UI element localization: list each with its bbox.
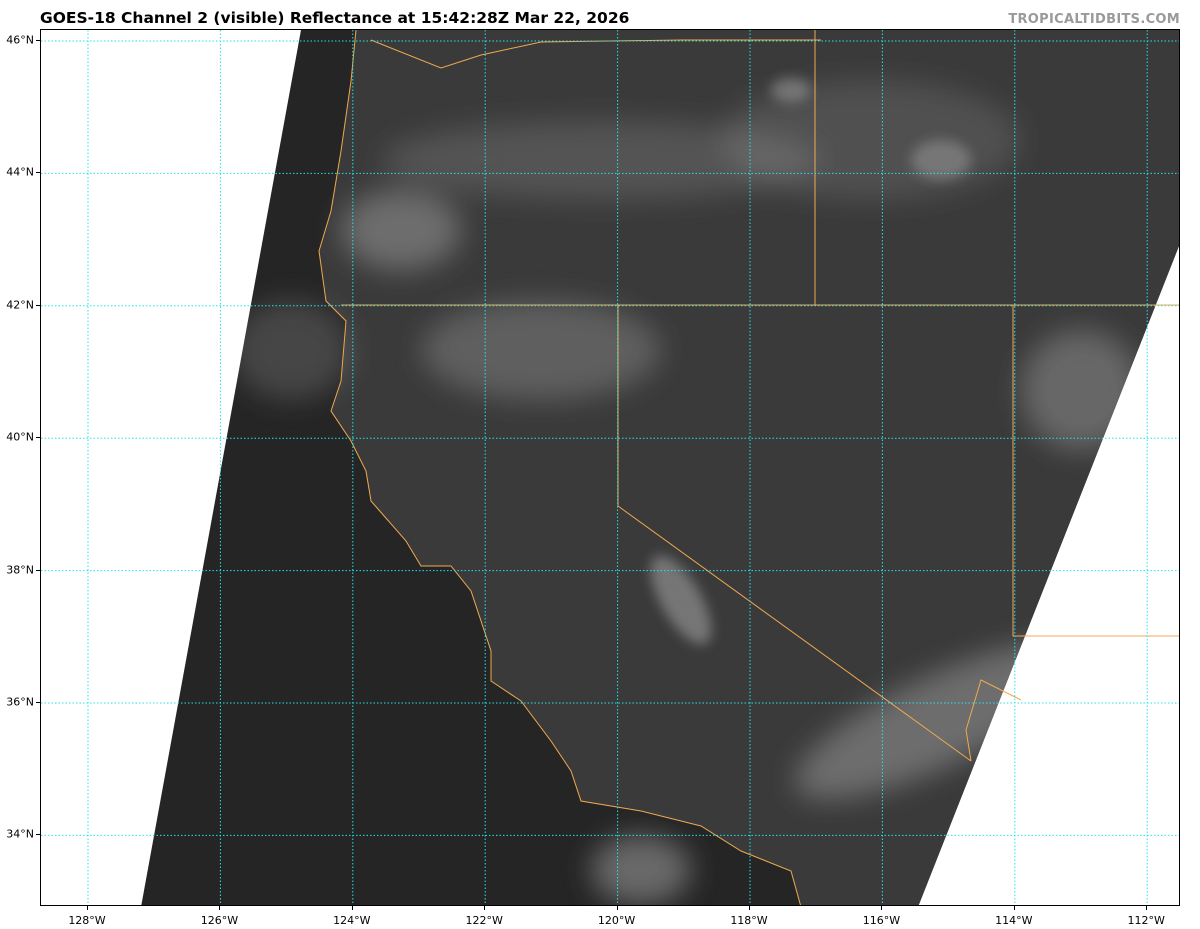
longitude-label: 118°W [730,914,768,927]
latitude-tick [36,437,40,439]
satellite-imagery [41,30,1179,905]
latitude-label: 34°N [6,827,34,841]
latitude-tick [36,172,40,174]
longitude-label: 128°W [68,914,106,927]
colorado-river [965,679,1022,762]
longitude-tick [219,906,221,910]
latitude-label: 44°N [6,165,34,179]
pacific-coastline [318,30,801,905]
graticule [41,30,1179,905]
latitude-label: 36°N [6,695,34,709]
longitude-tick [1013,906,1015,910]
longitude-label: 120°W [597,914,636,927]
latitude-tick [36,834,40,836]
longitude-label: 122°W [465,914,503,927]
longitude-tick [484,906,486,910]
columbia-river [370,39,821,69]
longitude-label: 126°W [200,914,239,927]
state-border-nv-ut [1012,305,1179,637]
latitude-tick [36,40,40,41]
longitude-tick [881,906,883,910]
longitude-label: 124°W [333,914,371,927]
longitude-label: 112°W [1127,914,1165,927]
latitude-tick [36,569,40,571]
longitude-tick [1146,906,1148,910]
longitude-tick [616,906,618,910]
longitude-label: 114°W [995,914,1033,927]
latitude-label: 40°N [6,430,34,444]
map-title: GOES-18 Channel 2 (visible) Reflectance … [40,9,630,27]
latitude-label: 38°N [6,563,34,577]
longitude-tick [87,906,88,910]
snow-cover [650,78,971,645]
latitude-tick [36,702,40,703]
satellite-map [40,29,1180,906]
longitude-tick [749,906,750,910]
longitude-tick [351,906,353,910]
latitude-tick [36,304,40,306]
latitude-label: 42°N [6,298,34,312]
longitude-label: 116°W [862,914,901,927]
watermark: TROPICALTIDBITS.COM [1008,12,1180,27]
latitude-label: 46°N [6,33,34,47]
